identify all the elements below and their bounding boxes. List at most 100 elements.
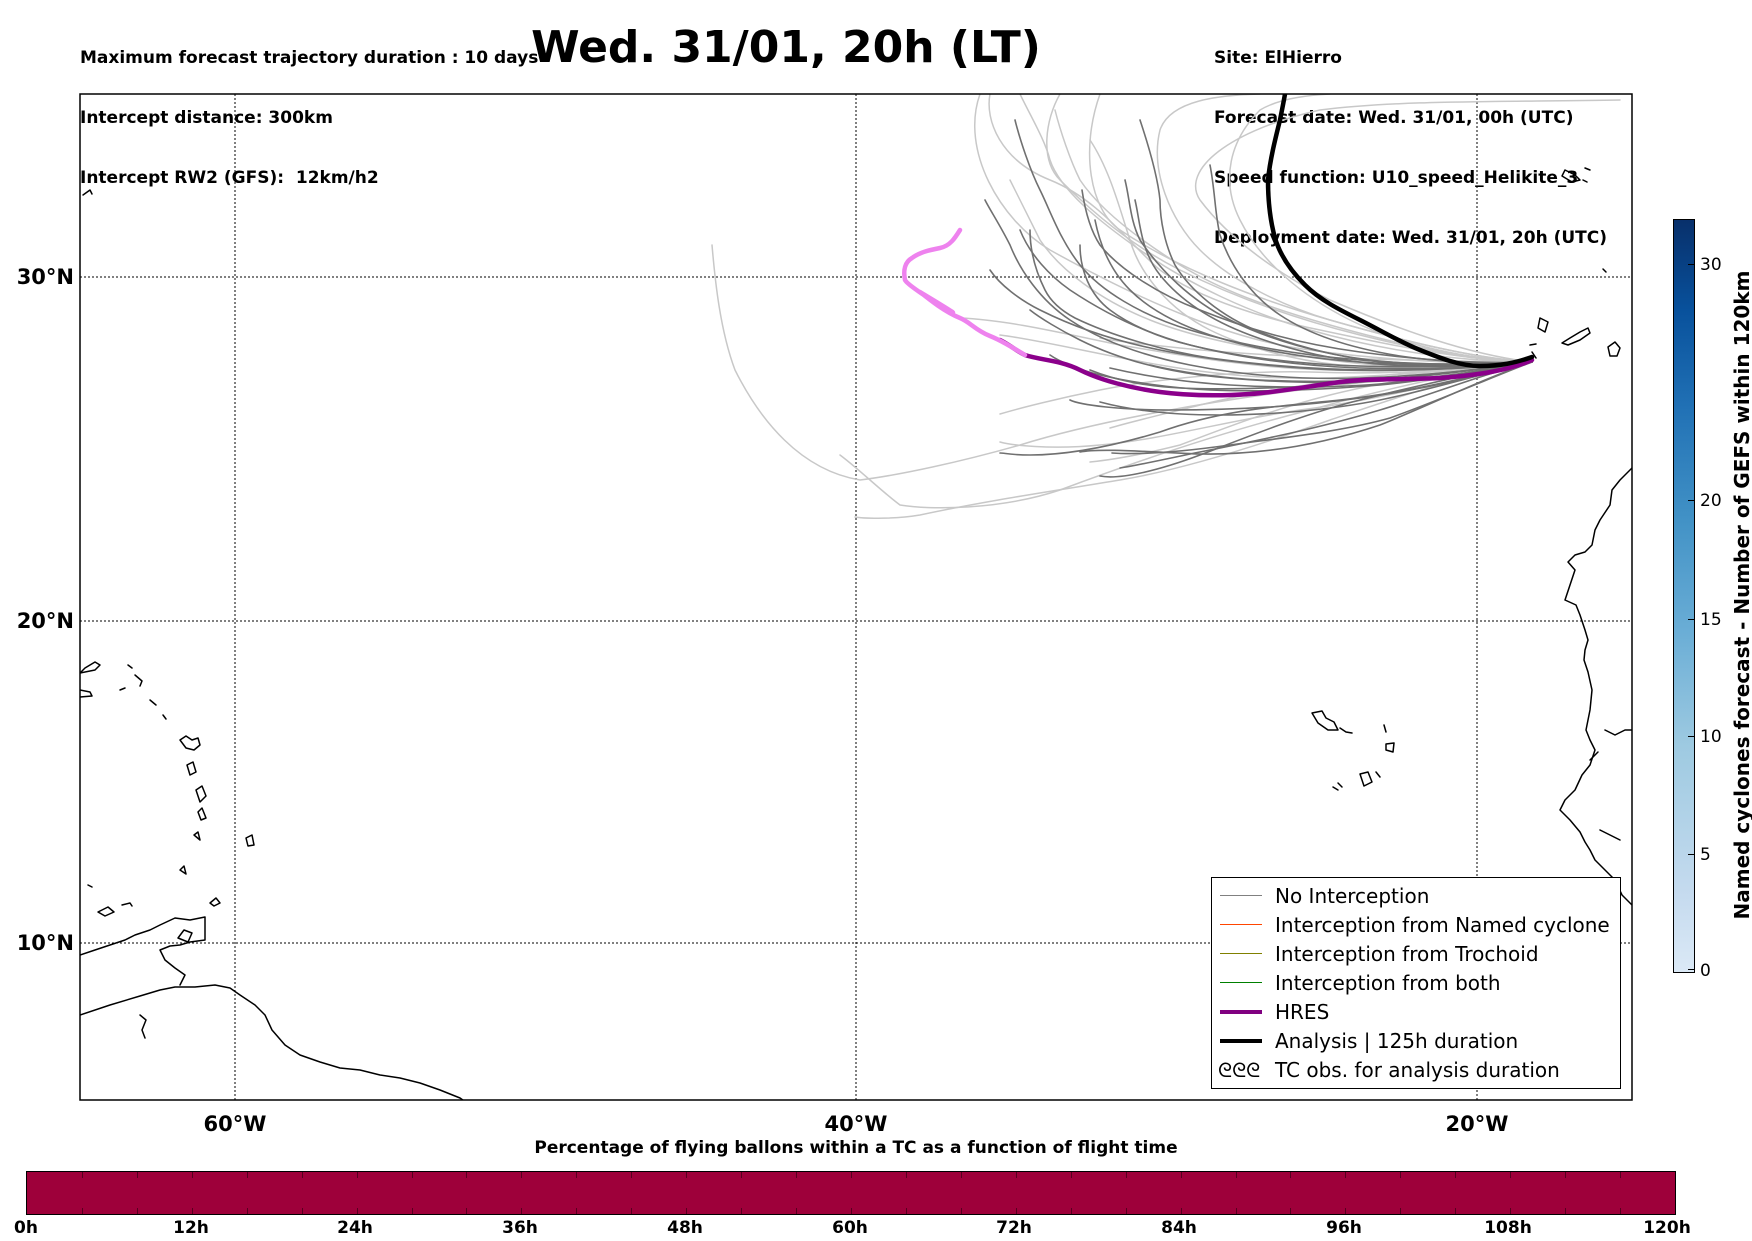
pct-bar-segment-line	[246, 1208, 248, 1214]
pct-bar-segment-line	[1290, 1172, 1292, 1178]
coast-africa-detail-3	[1589, 751, 1599, 761]
track-member	[1119, 361, 1533, 469]
legend-label: No Interception	[1275, 884, 1430, 908]
island-cape-verde-1	[1311, 710, 1339, 731]
legend-swatch	[1220, 982, 1262, 983]
pct-bar-segment-line	[1015, 1208, 1017, 1214]
legend-item-hres: HRES	[1212, 998, 1620, 1026]
coast-africa-detail-2	[1599, 829, 1621, 841]
pct-bar-segment-line	[1455, 1172, 1457, 1178]
pct-bar-segment-line	[191, 1172, 193, 1178]
pct-bar-segment-line	[796, 1208, 798, 1214]
island-st-vincent	[193, 831, 201, 841]
pct-bar-segment-line	[1235, 1208, 1237, 1214]
island-fuerteventura	[1607, 341, 1621, 357]
island-small-5	[87, 884, 93, 888]
pct-bar-segment-line	[686, 1172, 688, 1178]
pct-bar-segment-line	[356, 1208, 358, 1214]
header-info-left: Maximum forecast trajectory duration : 1…	[80, 8, 538, 208]
legend-swatch	[1220, 953, 1262, 954]
island-small-2	[134, 674, 143, 687]
ensemble-light	[711, 94, 1621, 519]
info-line: Forecast date: Wed. 31/01, 00h (UTC)	[1214, 108, 1574, 128]
pct-bar-segment-line	[1015, 1172, 1017, 1178]
pct-bar-segment-line	[741, 1172, 743, 1178]
track-member	[999, 361, 1533, 456]
track-member	[1081, 189, 1533, 364]
legend-item-tc-obs: ᘓᘓᘓ TC obs. for analysis duration	[1212, 1056, 1620, 1084]
pct-tick-label: 84h	[1161, 1218, 1197, 1238]
track-light	[1228, 94, 1533, 363]
pct-bar-segment-line	[576, 1172, 578, 1178]
lat-label-10: 10°N	[17, 931, 74, 955]
pct-bar-segment-line	[136, 1208, 138, 1214]
pct-colorbar-title: Percentage of flying ballons within a TC…	[534, 1138, 1178, 1158]
pct-bar-segment-line	[1400, 1208, 1402, 1214]
pct-bar-segment-line	[1125, 1172, 1127, 1178]
pct-bar-segment-line	[1565, 1172, 1567, 1178]
pct-tick-label: 0h	[14, 1218, 38, 1238]
island-tobago	[209, 897, 221, 907]
pct-tick-label: 108h	[1484, 1218, 1532, 1238]
track-member	[984, 199, 1533, 380]
hres-track	[997, 337, 1535, 398]
pct-bar-segment-line	[1125, 1208, 1127, 1214]
pct-tick-label: 36h	[502, 1218, 538, 1238]
lat-label-20: 20°N	[17, 609, 74, 633]
island-grenada	[179, 865, 187, 875]
island-cape-verde-3	[1383, 724, 1387, 733]
island-small-6	[139, 1014, 147, 1039]
pct-bar-segment-line	[1345, 1172, 1347, 1178]
cyclone-colorbar-title: Named cyclones forecast - Number of GEFS…	[1730, 270, 1752, 920]
island-dominica	[186, 761, 197, 776]
island-tenerife	[1561, 327, 1591, 346]
pct-bar-segment-line	[411, 1208, 413, 1214]
pct-bar-segment-line	[1180, 1208, 1182, 1214]
track-light	[854, 361, 1533, 519]
analysis-track	[1265, 94, 1535, 369]
pct-bar-segment-line	[191, 1208, 193, 1214]
legend-item-analysis: Analysis | 125h duration	[1212, 1027, 1620, 1055]
track-light	[1046, 94, 1533, 363]
legend-label: Interception from Trochoid	[1275, 942, 1539, 966]
pct-bar-segment-line	[301, 1172, 303, 1178]
pct-bar-segment-line	[1510, 1208, 1512, 1214]
pct-bar-segment-line	[741, 1208, 743, 1214]
cyclone-colorbar	[1673, 219, 1695, 973]
track-member	[1094, 219, 1533, 366]
pct-tick-label: 120h	[1643, 1218, 1691, 1238]
pct-bar-segment-line	[1345, 1208, 1347, 1214]
legend-swatch	[1220, 1039, 1262, 1043]
island-barbados	[245, 834, 255, 847]
colorbar-tick-label: 30	[1700, 255, 1722, 275]
legend-item-no-interception: No Interception	[1212, 882, 1620, 910]
island-cape-verde-8	[1332, 786, 1339, 791]
island-small-1	[127, 664, 133, 669]
pct-bar-segment-line	[1620, 1172, 1622, 1178]
pct-tick-label: 12h	[173, 1218, 209, 1238]
pct-bar-segment-line	[466, 1172, 468, 1178]
legend-item-both: Interception from both	[1212, 969, 1620, 997]
track-light	[1194, 99, 1621, 363]
island-small-8	[1602, 268, 1607, 273]
island-curacao	[97, 906, 115, 917]
colorbar-tick-label: 10	[1700, 727, 1722, 747]
island-cape-verde-6	[1375, 771, 1381, 778]
island-lanzarote	[1561, 169, 1581, 183]
pct-bar-segment-line	[1290, 1208, 1292, 1214]
colorbar-tick-label: 15	[1700, 610, 1722, 630]
pct-bar-segment-line	[960, 1208, 962, 1214]
colorbar-tick-label: 20	[1700, 491, 1722, 511]
pct-bar-segment-line	[851, 1172, 852, 1178]
track-light	[999, 334, 1533, 380]
header-info-right: Site: ElHierro Forecast date: Wed. 31/01…	[1214, 8, 1607, 268]
coastlines	[80, 167, 1632, 1100]
pct-bar-segment-line	[246, 1172, 248, 1178]
pct-tick-label: 96h	[1326, 1218, 1362, 1238]
info-line: Deployment date: Wed. 31/01, 20h (UTC)	[1214, 228, 1608, 248]
legend-swatch	[1220, 924, 1262, 925]
map-legend: No Interception Interception from Named …	[1211, 877, 1621, 1089]
track-light	[1156, 94, 1533, 363]
pct-bar-segment-line	[905, 1172, 907, 1178]
pct-tick-label: 48h	[667, 1218, 703, 1238]
